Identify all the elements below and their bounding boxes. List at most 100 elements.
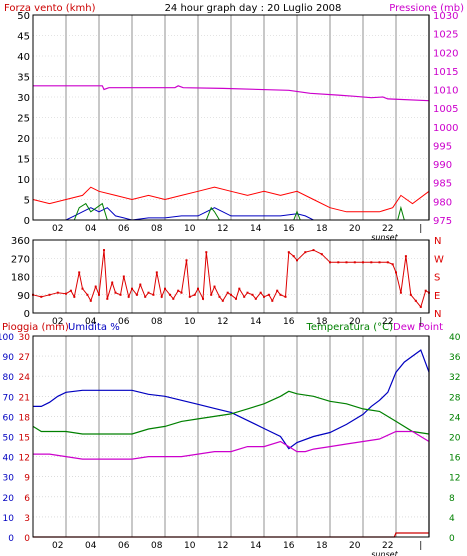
rain-y-tick-label: 3 [24,514,30,524]
dew-point-axis-title: Dew Point [393,322,443,333]
wind-direction-point [188,295,191,298]
wind-direction-point [409,293,412,296]
panel-1-x-tick-label: | [419,224,422,234]
rain-y-tick-label: 21 [19,393,30,403]
wind-direction-point [276,289,279,292]
wind-direction-point [205,251,208,254]
panel-3-x-tick-label: 10 [184,541,196,551]
wind-direction-point [251,293,254,296]
wind-direction-point [337,261,340,264]
wind-direction-point [378,261,381,264]
wind-direction-point [127,295,130,298]
wind-y-tick-label: 40 [17,52,30,63]
temperature-y-tick-label: 0 [449,534,455,544]
panel-3-x-tick-label: 06 [118,541,130,551]
panel-2-x-tick-label: 22 [382,317,393,327]
panel-2-x-tick-label: 10 [184,317,196,327]
wind-direction-point [48,293,51,296]
panel-3-x-tick-label: 18 [316,541,328,551]
panel-1-x-tick-label: 08 [151,224,163,234]
rain-axis-title: Pioggia (mm) [2,322,69,333]
panel-3-x-tick-label: 20 [349,541,361,551]
wind-direction-point [362,261,364,264]
wind-direction-point [193,293,196,296]
wind-direction-point [185,259,188,262]
pressure-y-tick-label: 990 [433,160,452,171]
wind-direction-point [287,251,290,254]
wind-direction-point [119,293,122,296]
humidity-line [33,349,430,450]
temperature-y-tick-label: 32 [449,373,460,383]
wind-direction-point [144,295,147,298]
temperature-y-tick-label: 4 [449,514,455,524]
humidity-y-tick-label: 80 [3,373,15,383]
rain-y-tick-label: 30 [19,333,31,343]
humidity-y-tick-label: 50 [3,434,15,444]
wind-y-tick-label: 50 [17,11,30,22]
panel-2-x-tick-label: 08 [151,317,163,327]
pressure-y-tick-label: 975 [433,216,452,227]
wind-y-tick-label: 10 [17,175,30,186]
panel-2-x-tick-label: 14 [250,317,262,327]
panel-3-x-tick-label: 16 [283,541,295,551]
wind-direction-point [218,295,221,298]
wind-y-tick-label: 25 [17,114,30,125]
wind-direction-point [312,249,315,252]
panel-2-x-tick-label: 06 [118,317,130,327]
wind-direction-point [320,253,323,256]
wind-direction-point [404,255,407,258]
direction-y-tick-label: 270 [11,254,30,265]
humidity-y-tick-label: 60 [3,413,15,423]
wind-direction-point [395,271,397,274]
humidity-y-tick-label: 20 [3,494,15,504]
panel-1-x-tick-label: 04 [85,224,97,234]
rain-y-tick-label: 0 [24,534,30,544]
wind-direction-point [111,281,114,284]
wind-direction-point [78,271,81,274]
temperature-y-tick-label: 16 [449,454,461,464]
panel-3-x-tick-label: 04 [85,541,97,551]
panel-1-x-tick-label: 16 [283,224,295,234]
panel-3-x-tick-label: 02 [52,541,63,551]
wind-direction-point [267,293,270,296]
humidity-y-tick-label: 30 [3,474,15,484]
wind-gust-line [32,186,430,213]
wind-direction-point [155,271,158,274]
wind-y-tick-label: 5 [24,196,30,207]
wind-direction-point [103,249,105,252]
direction-y-tick-label: 0 [24,309,30,320]
wind-direction-point [414,299,417,302]
pressure-y-tick-label: 1010 [433,86,458,97]
wind-direction-point [180,291,183,294]
humidity-axis-title: Umidita % [68,322,120,333]
temperature-axis-title: Temperatura (°C) [305,322,393,333]
panel-3-x-tick-label: 22 [382,541,393,551]
panel-1-x-tick-label: 10 [184,224,196,234]
temperature-y-tick-label: 12 [449,474,460,484]
wind-direction-point [65,292,67,295]
panel-2-x-tick-label: 16 [283,317,295,327]
panel-2-x-tick-label: 12 [217,317,228,327]
wind-direction-point [56,291,59,294]
pressure-y-tick-label: 1025 [433,30,458,41]
panel-2-x-tick-label: 18 [316,317,328,327]
humidity-y-tick-label: 90 [3,353,15,363]
wind-direction-point [271,299,274,302]
direction-compass-label: W [434,254,444,265]
wind-direction-point [329,261,331,264]
wind-y-tick-label: 0 [24,216,30,227]
direction-compass-label: N [434,309,441,320]
wind-direction-point [246,291,249,294]
wind-direction-point [202,297,204,300]
wind-direction-point [284,295,287,298]
temperature-y-tick-label: 28 [449,393,461,403]
rain-y-tick-label: 9 [24,474,30,484]
wind-direction-point [197,287,199,290]
panel-2-frame [32,239,430,314]
humidity-y-tick-label: 40 [3,454,15,464]
temperature-y-tick-label: 36 [449,353,461,363]
pressure-axis-title: Pressione (mb) [389,3,464,14]
wind-direction-point [391,263,394,266]
rain-y-tick-label: 27 [19,353,30,363]
pressure-y-tick-label: 1000 [433,123,458,134]
